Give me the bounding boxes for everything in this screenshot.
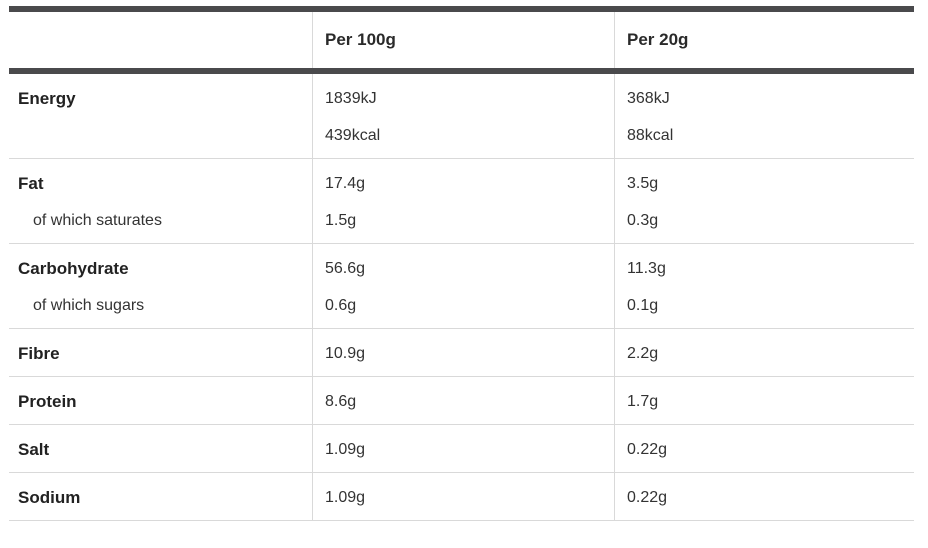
value-per-20g: 0.3g	[627, 212, 659, 229]
value-per-20g: 0.22g	[627, 489, 668, 506]
value-per-100g: 17.4g	[325, 175, 366, 192]
value-per-20g: 0.22g	[627, 441, 668, 458]
per-20g-cell: 2.2g	[614, 329, 914, 376]
per-100g-cell: 17.4g 1.5g	[312, 159, 614, 243]
row-label-cell: Protein	[9, 377, 312, 424]
value-per-100g: 10.9g	[325, 345, 366, 362]
header-bottom-border	[9, 68, 914, 74]
nutrient-label: Sodium	[18, 488, 81, 507]
value-per-100g: 1.09g	[325, 441, 366, 458]
header-empty-cell	[9, 12, 312, 68]
row-label-cell: Fibre	[9, 329, 312, 376]
nutrition-table: Per 100g Per 20g Energy 1839kJ 439kcal 3…	[9, 6, 914, 521]
value-per-20g: 1.7g	[627, 393, 659, 410]
per-20g-cell: 1.7g	[614, 377, 914, 424]
nutrient-label: Energy	[18, 89, 76, 108]
value-per-100g: 1.5g	[325, 212, 357, 229]
nutrient-label: Fibre	[18, 344, 60, 363]
header-per-20g: Per 20g	[614, 12, 914, 68]
value-per-100g: 8.6g	[325, 393, 357, 410]
nutrient-label: Salt	[18, 440, 50, 459]
table-row-fat: Fat of which saturates 17.4g 1.5g 3.5g 0…	[9, 159, 914, 244]
header-per-100g: Per 100g	[312, 12, 614, 68]
value-per-20g: 2.2g	[627, 345, 659, 362]
table-row-energy: Energy 1839kJ 439kcal 368kJ 88kcal	[9, 74, 914, 159]
nutrient-label: Protein	[18, 392, 77, 411]
nutrient-label: Fat	[18, 174, 44, 193]
per-100g-cell: 1.09g	[312, 473, 614, 520]
value-per-20g: 88kcal	[627, 127, 674, 144]
table-row-carbohydrate: Carbohydrate of which sugars 56.6g 0.6g …	[9, 244, 914, 329]
per-20g-cell: 0.22g	[614, 473, 914, 520]
row-label-cell: Fat of which saturates	[9, 159, 312, 243]
table-row-salt: Salt 1.09g 0.22g	[9, 425, 914, 473]
table-top-border	[9, 6, 914, 12]
value-per-20g: 0.1g	[627, 297, 659, 314]
table-row-sodium: Sodium 1.09g 0.22g	[9, 473, 914, 521]
value-per-20g: 368kJ	[627, 90, 670, 107]
nutrient-sublabel: of which sugars	[33, 297, 145, 314]
nutrient-label: Carbohydrate	[18, 259, 129, 278]
value-per-20g: 11.3g	[627, 260, 666, 277]
per-20g-cell: 11.3g 0.1g	[614, 244, 914, 328]
per-20g-cell: 3.5g 0.3g	[614, 159, 914, 243]
value-per-100g: 439kcal	[325, 127, 381, 144]
per-100g-cell: 1.09g	[312, 425, 614, 472]
row-label-cell: Energy	[9, 74, 312, 158]
value-per-100g: 0.6g	[325, 297, 357, 314]
value-per-100g: 1.09g	[325, 489, 366, 506]
per-100g-cell: 8.6g	[312, 377, 614, 424]
table-row-protein: Protein 8.6g 1.7g	[9, 377, 914, 425]
per-20g-cell: 0.22g	[614, 425, 914, 472]
value-per-20g: 3.5g	[627, 175, 659, 192]
nutrient-sublabel: of which saturates	[33, 212, 162, 229]
row-label-cell: Carbohydrate of which sugars	[9, 244, 312, 328]
per-100g-cell: 10.9g	[312, 329, 614, 376]
value-per-100g: 1839kJ	[325, 90, 377, 107]
row-label-cell: Salt	[9, 425, 312, 472]
per-100g-cell: 1839kJ 439kcal	[312, 74, 614, 158]
value-per-100g: 56.6g	[325, 260, 366, 277]
row-label-cell: Sodium	[9, 473, 312, 520]
per-20g-cell: 368kJ 88kcal	[614, 74, 914, 158]
table-header-row: Per 100g Per 20g	[9, 12, 914, 68]
per-100g-cell: 56.6g 0.6g	[312, 244, 614, 328]
table-row-fibre: Fibre 10.9g 2.2g	[9, 329, 914, 377]
